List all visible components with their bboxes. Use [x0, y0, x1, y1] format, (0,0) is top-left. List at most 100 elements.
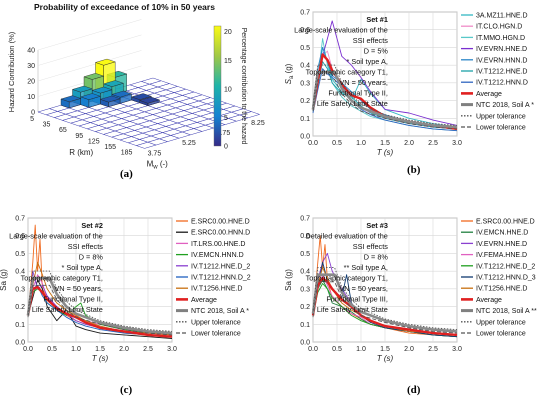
r-tick-label: 35 — [43, 122, 51, 129]
series-line — [312, 64, 458, 126]
y-tick-label: 0.5 — [300, 45, 310, 52]
series-line — [311, 70, 458, 129]
bar-top — [94, 58, 116, 66]
y-tick-label: 0.6 — [15, 233, 25, 240]
r-tick-label: 185 — [121, 150, 133, 157]
legend-label: NTC 2018, Soil A * — [191, 308, 249, 315]
legend-label: IV.EVRN.HNE.D — [476, 46, 527, 53]
y-tick-label: 0.7 — [15, 216, 25, 223]
r-tick-label: 5 — [30, 116, 34, 123]
panel-label-b: (b) — [407, 164, 421, 176]
x-tick-label: 0.5 — [332, 140, 342, 147]
annotation-line: Life Safety Limit State — [317, 305, 388, 314]
y-tick-label: 0.6 — [300, 233, 310, 240]
x-tick-label: 1.0 — [71, 346, 81, 353]
z-tick-label: 20 — [27, 79, 35, 86]
bar-top — [91, 86, 113, 94]
z-gridline — [37, 19, 142, 51]
x-axis-label: T (s) — [377, 354, 394, 363]
y-tick-label: 0.4 — [300, 63, 310, 70]
colorbar-tick-label: 20 — [224, 29, 232, 36]
r-tick-label: 125 — [88, 138, 100, 145]
legend-label: NTC 2018, Soil A * — [476, 102, 534, 109]
y-tick-label: 0.6 — [300, 27, 310, 34]
series-line — [312, 281, 458, 334]
annotation-line: Detailed evaluation of the — [306, 232, 388, 241]
annotation-line: D = 5% — [364, 47, 389, 56]
annotation-line: Set #2 — [81, 221, 103, 230]
y-tick-label: 0.0 — [300, 134, 310, 141]
bar-top — [130, 93, 152, 100]
annotation-line: SSI effects — [68, 242, 104, 251]
x-tick-label: 1.5 — [380, 140, 390, 147]
annotation-line: D = 8% — [79, 253, 104, 262]
legend-label: Upper tolerance — [191, 319, 241, 326]
y-tick-label: 0.1 — [15, 322, 25, 329]
series-line — [312, 78, 458, 130]
legend-label: IV.T1256.HNE.D — [476, 286, 528, 293]
annotation-line: Large-scale evaluation of the — [294, 26, 388, 35]
y-tick-label: 0.3 — [300, 286, 310, 293]
series-line — [312, 267, 458, 336]
colorbar-tick-label: 10 — [224, 86, 232, 93]
colorbar-label: Percentage contribution to the hazard — [240, 28, 247, 145]
series-line — [311, 277, 458, 337]
z-gridline — [37, 50, 142, 82]
legend-label: IV.T1256.HNE.D — [191, 286, 243, 293]
y-tick-label: 0.1 — [300, 322, 310, 329]
bar-top — [99, 95, 121, 103]
x-tick-label: 1.0 — [356, 140, 366, 147]
z-tick-label: 0 — [31, 110, 35, 117]
annotation-line: Life Safety Limit State — [317, 99, 388, 108]
annotation-line: SSI effects — [353, 36, 389, 45]
y-tick-label: 0.7 — [300, 216, 310, 223]
legend-label: IV.T1212.HNN.D — [476, 80, 528, 87]
series-line — [27, 270, 173, 332]
z-tick-label: 30 — [27, 63, 35, 70]
x-tick-label: 2.5 — [143, 346, 153, 353]
annotation-line: Topographic category T1, — [306, 68, 388, 77]
series-line — [26, 276, 173, 335]
y-axis-label: Sa (g) — [284, 269, 293, 291]
legend-label: IV.T1212.HNN.D_2 — [191, 275, 251, 282]
y-tick-label: 0.5 — [300, 251, 310, 258]
x-tick-label: 0.0 — [308, 140, 318, 147]
m-tick-label: 3.75 — [148, 150, 162, 157]
x-tick-label: 0.0 — [23, 346, 33, 353]
annotation-line: ** Soil type A, — [344, 263, 388, 272]
legend-label: IV.FEMA.HNE.D — [476, 252, 527, 259]
chart-c: 0.0 0.1 0.2 0.3 0.4 0.5 0.6 0.7 0.0 0.5 1.0 1.5 2.0 2… — [0, 216, 251, 364]
chart-b: 0.0 0.1 0.2 0.3 0.4 0.5 0.6 0.7 0.0 0.5 1.0 1.5 2.0 2… — [284, 10, 534, 158]
legend-label: Upper tolerance — [476, 113, 526, 120]
x-axis-label: T (s) — [377, 148, 394, 157]
x-tick-label: 3.0 — [167, 346, 177, 353]
bar-top — [111, 90, 133, 98]
series-line — [26, 285, 173, 338]
y-tick-label: 0.0 — [15, 340, 25, 347]
annotation-line: SSI effects — [353, 242, 389, 251]
chart-a: Probability of exceedance of 10% in 50 y… — [7, 2, 265, 170]
y-tick-label: 0.3 — [15, 286, 25, 293]
y-tick-label: 0.4 — [15, 269, 25, 276]
series-line — [312, 267, 458, 331]
x-tick-label: 2.0 — [119, 346, 129, 353]
annotation-line: Topographic category T1, — [21, 274, 103, 283]
y-axis-label: Sa (g) — [284, 63, 295, 84]
legend-label: IV.T1212.HNE.D_2 — [476, 263, 535, 270]
legend-label: Lower tolerance — [191, 331, 241, 338]
y-axis-label: Sa (g) — [0, 269, 8, 291]
legend-label: IV.EMCN.HNE.D — [476, 230, 528, 237]
bar-top — [83, 73, 105, 80]
legend-label: IV.EVRN.HNE.D — [476, 241, 527, 248]
chart-title: Probability of exceedance of 10% in 50 y… — [34, 2, 215, 12]
legend-label: E.SRC0.00.HNE.D — [476, 219, 535, 226]
annotation-line: Functional Type II, — [328, 89, 388, 98]
series-line — [311, 273, 458, 333]
legend-label: IT.CLO.HGN.D — [476, 24, 522, 31]
series-line — [27, 284, 173, 336]
x-tick-label: 2.5 — [428, 346, 438, 353]
panel-label-c: (c) — [120, 384, 133, 396]
colorbar-tick-label: 0 — [224, 144, 228, 151]
annotation-line: Functional Type II, — [43, 295, 103, 304]
